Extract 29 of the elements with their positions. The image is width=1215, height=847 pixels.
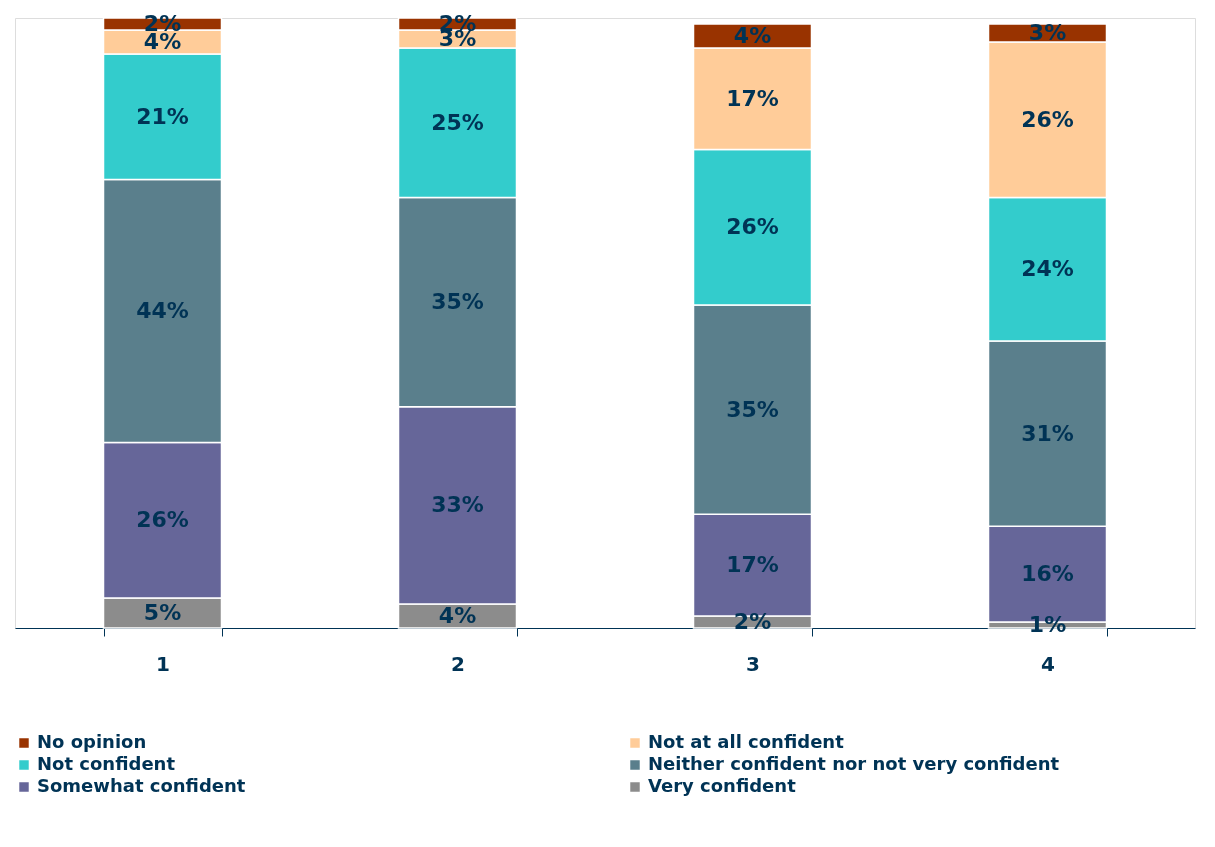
x-tick-label: 2 [451,651,465,676]
data-label: 1% [1028,612,1067,638]
data-label: 5% [143,600,182,626]
x-tick-label: 3 [746,651,760,676]
x-tick-label: 1 [156,651,170,676]
data-label: 33% [431,492,484,518]
data-label: 21% [136,103,189,129]
data-label: 17% [726,85,779,111]
legend-label: Not confident [37,753,176,774]
data-label: 35% [431,289,484,315]
data-label: 26% [726,214,779,240]
data-label: 3% [1028,19,1067,45]
legend-label: Not at all confident [648,731,845,752]
data-label: 24% [1021,256,1074,282]
data-label: 44% [136,298,189,324]
x-tick-label: 4 [1041,651,1055,676]
data-label: 4% [438,603,477,629]
data-label: 17% [726,552,779,578]
data-label: 25% [431,109,484,135]
data-label: 4% [733,22,772,48]
data-label: 31% [1021,420,1074,446]
legend-label: Neither confident nor not very confident [648,753,1060,774]
legend-label: Very confident [648,775,797,796]
legend-label: No opinion [37,731,147,752]
legend-label: Somewhat confident [37,775,246,796]
data-label: 16% [1021,561,1074,587]
data-label: 35% [726,396,779,422]
data-label: 26% [136,507,189,533]
data-label: 26% [1021,106,1074,132]
